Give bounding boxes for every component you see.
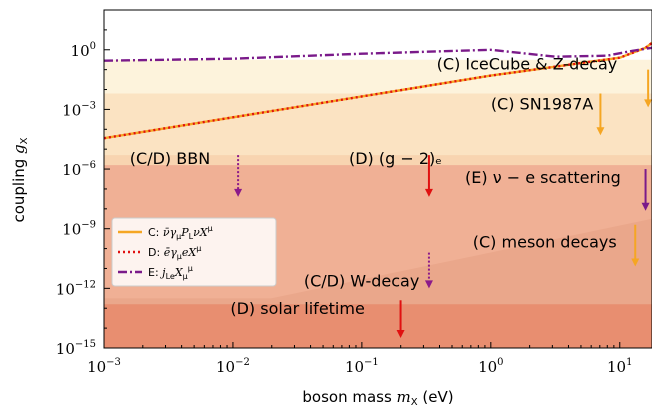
annotation-label: (C/D) W-decay bbox=[304, 271, 419, 290]
x-tick-label: 10−2 bbox=[216, 357, 250, 376]
annotation-arrowhead bbox=[424, 280, 433, 289]
annotation-label: (E) ν − e scattering bbox=[465, 168, 621, 187]
region-solar-lifetime bbox=[104, 304, 652, 348]
x-axis-label: boson mass mX (eV) bbox=[302, 388, 453, 408]
y-tick-label: 10−6 bbox=[62, 160, 96, 179]
plot-frame bbox=[103, 9, 652, 349]
annotation-label: (C) meson decays bbox=[473, 233, 617, 252]
annotation-label: (C/D) BBN bbox=[130, 149, 210, 168]
annotations: (C) IceCube & Z-decay (C) SN1987A (C/D) BB… bbox=[130, 55, 652, 339]
annotation-arrowhead bbox=[396, 330, 405, 339]
y-tick-label: 10−3 bbox=[62, 100, 96, 119]
x-tick-label: 100 bbox=[478, 357, 503, 376]
annotation-arrowhead bbox=[234, 188, 243, 197]
x-tick-label: 10−3 bbox=[87, 357, 121, 376]
annotation-arrowhead bbox=[644, 99, 652, 108]
annotation-arrowhead bbox=[424, 188, 433, 197]
axis-ticks: 10−3 10−2 10−1 100 101 100 10−3 10−6 10−9 10−12 10… bbox=[56, 29, 632, 376]
annotation-arrowhead bbox=[631, 258, 640, 267]
y-tick-label: 10−9 bbox=[62, 220, 96, 239]
series-D bbox=[104, 41, 652, 140]
annotation-arrowhead bbox=[596, 127, 605, 136]
annotation-label: (D) solar lifetime bbox=[230, 299, 364, 318]
y-axis-label: coupling gX bbox=[10, 137, 30, 222]
annotation-label: (C) SN1987A bbox=[491, 94, 594, 113]
legend-box bbox=[111, 217, 277, 287]
y-tick-label: 10−12 bbox=[56, 279, 96, 298]
annotation-label: (C) IceCube & Z-decay bbox=[437, 55, 618, 74]
limit-curves bbox=[104, 41, 652, 140]
legend: C: ν̄γμPLνXμ D: ēγμeXμ E: jLeXμμ bbox=[111, 217, 277, 287]
legend-label-E: E: jLeXμμ bbox=[148, 264, 193, 281]
y-tick-label: 100 bbox=[71, 41, 96, 60]
x-tick-label: 10−1 bbox=[345, 357, 379, 376]
annotation-label: (D) (g − 2)ₑ bbox=[349, 149, 442, 168]
legend-label-C: C: ν̄γμPLνXμ bbox=[148, 224, 213, 241]
x-tick-label: 101 bbox=[607, 357, 632, 376]
annotation-arrowhead bbox=[641, 202, 650, 211]
legend-label-D: D: ēγμeXμ bbox=[148, 244, 201, 261]
y-tick-label: 10−15 bbox=[56, 339, 96, 358]
